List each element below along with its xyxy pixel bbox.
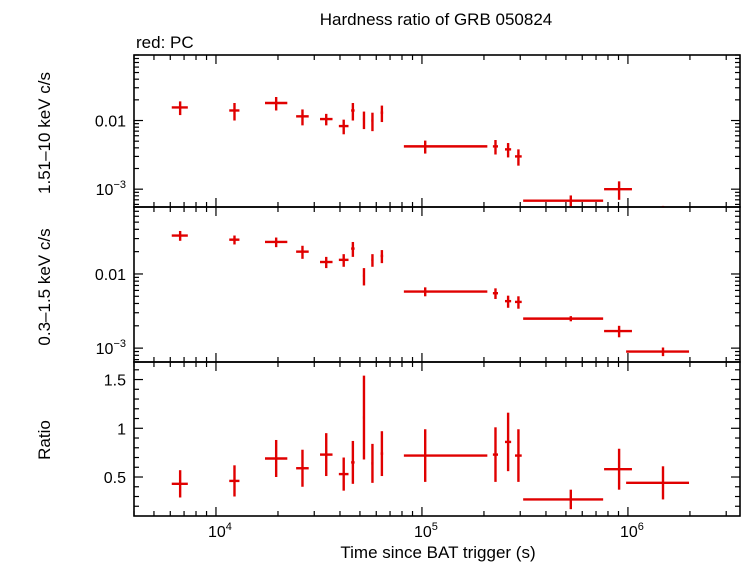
ratio-panel: 0.5 1 1.5: [104, 361, 741, 517]
data-point: [296, 245, 309, 259]
y-axis-label-soft: 0.3–1.5 keV c/s: [35, 228, 54, 345]
data-point: [320, 256, 333, 269]
data-point: [504, 295, 512, 308]
data-point: [515, 149, 522, 166]
instrument-annotation: red: PC: [136, 33, 194, 52]
data-point: [403, 287, 488, 297]
x-tick-label: 105: [414, 521, 438, 541]
hard-band-panel: 0.01 10−3: [95, 54, 741, 208]
y-tick-label: 0.5: [104, 470, 126, 487]
data-point: [171, 470, 188, 498]
data-point: [229, 235, 240, 245]
data-point: [171, 101, 188, 116]
data-point: [380, 105, 384, 123]
data-point: [492, 140, 499, 155]
data-point: [626, 466, 690, 500]
data-point: [403, 140, 488, 154]
soft-band-panel: 0.01 10−3: [95, 206, 741, 363]
data-point: [320, 113, 333, 126]
y-axis-label-ratio: Ratio: [35, 420, 54, 460]
data-point: [626, 347, 690, 357]
chart-title: Hardness ratio of GRB 050824: [320, 10, 552, 29]
data-point: [515, 429, 522, 482]
data-point: [265, 237, 288, 248]
y-tick-label: 10−3: [96, 338, 126, 358]
data-point: [338, 457, 349, 491]
data-point: [296, 109, 309, 126]
data-point: [338, 254, 349, 267]
y-tick-label: 10−3: [96, 179, 126, 199]
data-point: [515, 296, 522, 309]
data-point: [380, 431, 384, 477]
data-point: [362, 268, 366, 286]
data-point: [604, 325, 632, 338]
data-point: [380, 250, 384, 264]
panel-frame: [133, 206, 741, 363]
x-axis-label: Time since BAT trigger (s): [340, 543, 535, 562]
data-point: [320, 433, 333, 477]
data-point: [338, 119, 349, 135]
y-tick-label: 0.01: [95, 114, 126, 131]
data-point: [265, 439, 288, 478]
data-point: [362, 111, 366, 130]
y-axis-label-hard: 1.51–10 keV c/s: [35, 72, 54, 194]
data-point: [604, 448, 632, 490]
data-point: [362, 375, 366, 460]
data-point: [351, 102, 355, 121]
data-point: [523, 195, 604, 207]
data-point: [523, 489, 604, 510]
data-point: [265, 97, 288, 111]
data-point: [403, 429, 488, 482]
data-point: [371, 443, 374, 483]
panel-frame: [133, 54, 741, 208]
data-point: [504, 412, 512, 472]
data-point: [523, 316, 604, 322]
y-tick-label: 0.01: [95, 267, 126, 284]
data-point: [351, 241, 355, 257]
data-point: [229, 102, 240, 121]
data-point: [492, 427, 499, 482]
x-tick-labels: 104 105 106: [208, 521, 644, 541]
data-point: [229, 465, 240, 497]
data-point: [171, 230, 188, 241]
data-point: [371, 112, 374, 132]
data-point: [604, 181, 632, 200]
x-tick-label: 106: [620, 521, 644, 541]
y-tick-label: 1.5: [104, 373, 126, 390]
y-tick-label: 1: [117, 421, 126, 438]
data-point: [504, 143, 512, 158]
data-point: [296, 449, 309, 487]
data-point: [371, 254, 374, 267]
data-point: [492, 288, 499, 299]
data-point: [351, 440, 355, 484]
x-tick-label: 104: [208, 521, 232, 541]
panel-frame: [133, 361, 741, 517]
